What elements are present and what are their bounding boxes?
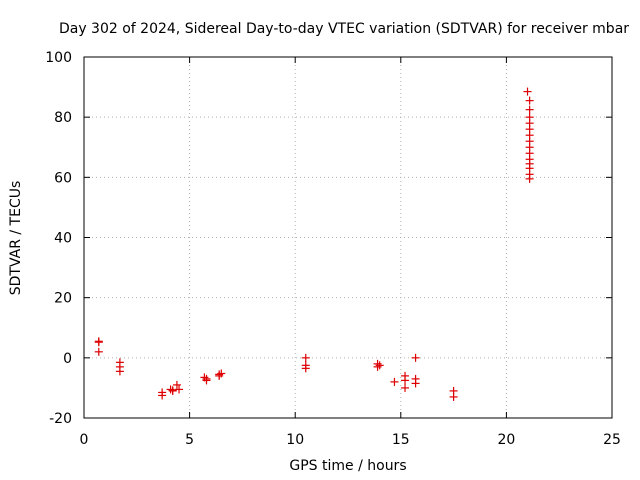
data-point <box>401 383 410 392</box>
y-tick-label: 100 <box>45 50 72 66</box>
data-point <box>411 353 420 362</box>
x-tick-label: 20 <box>497 432 515 448</box>
y-tick-label: 20 <box>54 291 72 307</box>
data-point <box>525 105 534 114</box>
data-point <box>525 174 534 183</box>
y-tick-label: 60 <box>54 170 72 186</box>
data-point <box>175 385 184 394</box>
x-tick-label: 10 <box>286 432 304 448</box>
data-point <box>202 376 211 385</box>
data-point <box>525 96 534 105</box>
y-tick-label: 40 <box>54 231 72 247</box>
x-tick-label: 5 <box>185 432 194 448</box>
data-points <box>94 87 534 401</box>
data-point <box>115 367 124 376</box>
axis-ticks: 0 5 10 15 20 25 -20 0 20 40 60 80 100 <box>45 50 621 448</box>
data-point <box>94 338 103 347</box>
data-point <box>375 361 384 370</box>
data-point <box>411 379 420 388</box>
grid-lines <box>84 57 612 418</box>
x-tick-label: 0 <box>80 432 89 448</box>
data-point <box>390 377 399 386</box>
data-point <box>301 353 310 362</box>
data-point <box>158 391 167 400</box>
data-point <box>166 385 175 394</box>
data-point <box>401 376 410 385</box>
y-tick-label: 80 <box>54 110 72 126</box>
data-point <box>523 87 532 96</box>
chart-title: Day 302 of 2024, Sidereal Day-to-day VTE… <box>59 21 629 37</box>
data-point <box>172 380 181 389</box>
y-tick-label: 0 <box>63 351 72 367</box>
data-point <box>94 347 103 356</box>
x-tick-label: 25 <box>603 432 621 448</box>
x-tick-label: 15 <box>392 432 410 448</box>
data-point <box>449 392 458 401</box>
y-axis-title: SDTVAR / TECUs <box>8 181 24 296</box>
data-point <box>301 364 310 373</box>
x-axis-title: GPS time / hours <box>289 458 406 474</box>
y-tick-label: -20 <box>49 411 72 427</box>
data-point <box>168 386 177 395</box>
data-point <box>217 369 226 378</box>
